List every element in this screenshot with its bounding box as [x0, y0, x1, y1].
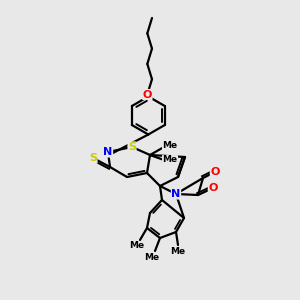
Text: Me: Me [162, 142, 178, 151]
Text: S: S [128, 142, 136, 152]
Text: O: O [210, 167, 220, 177]
Text: Me: Me [162, 155, 178, 164]
Text: S: S [89, 153, 97, 163]
Text: O: O [208, 183, 218, 193]
Text: N: N [103, 147, 112, 157]
Text: Me: Me [170, 247, 186, 256]
Text: O: O [142, 89, 152, 100]
Text: Me: Me [129, 242, 145, 250]
Text: N: N [171, 189, 181, 199]
Text: Me: Me [144, 253, 160, 262]
